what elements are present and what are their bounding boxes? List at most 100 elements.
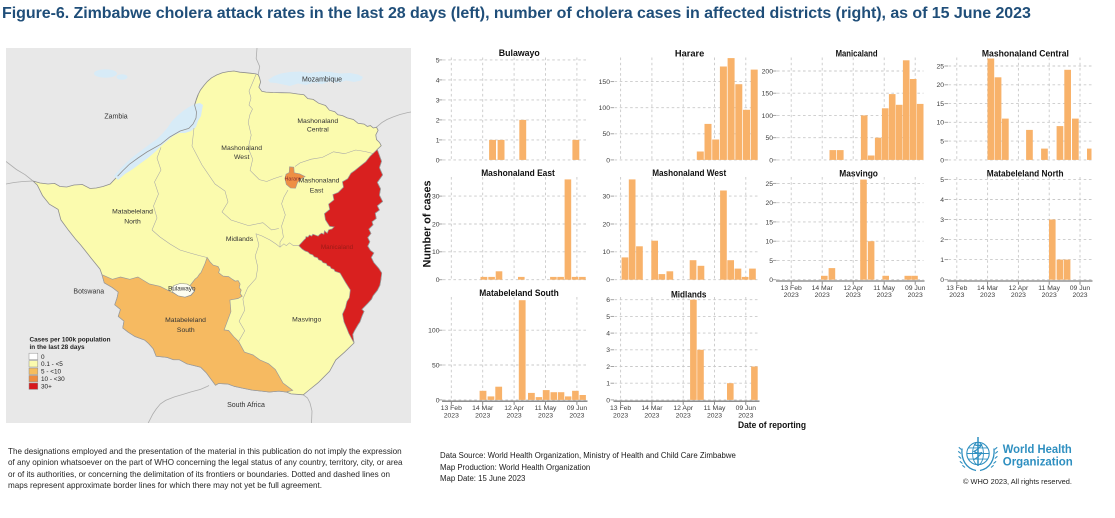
svg-text:Mashonaland East: Mashonaland East (481, 168, 555, 178)
svg-text:North: North (124, 218, 141, 225)
svg-text:2: 2 (940, 237, 944, 244)
svg-text:Masvingo: Masvingo (292, 316, 321, 323)
svg-text:10 - <30: 10 - <30 (41, 376, 65, 383)
svg-text:2023: 2023 (707, 412, 722, 419)
svg-text:2023: 2023 (846, 292, 861, 299)
svg-text:Bulawayo: Bulawayo (168, 286, 196, 293)
svg-text:200: 200 (762, 68, 774, 75)
svg-text:Mashonaland: Mashonaland (221, 145, 262, 152)
svg-text:3: 3 (436, 97, 440, 104)
svg-text:100: 100 (428, 328, 440, 335)
svg-text:50: 50 (765, 135, 773, 142)
svg-text:Harare: Harare (285, 176, 301, 182)
svg-text:20: 20 (936, 82, 944, 89)
svg-text:Organization: Organization (1003, 456, 1073, 469)
svg-text:0: 0 (606, 397, 610, 404)
svg-text:13 Feb: 13 Feb (946, 285, 967, 292)
svg-text:09 Jun: 09 Jun (567, 405, 588, 412)
svg-text:Masvingo: Masvingo (839, 169, 878, 179)
svg-text:10: 10 (602, 249, 610, 256)
svg-text:Zambia: Zambia (104, 114, 127, 121)
svg-text:World Health: World Health (1003, 443, 1072, 456)
svg-text:25: 25 (936, 63, 944, 70)
svg-text:0: 0 (41, 354, 45, 361)
svg-text:Bulawayo: Bulawayo (499, 48, 540, 58)
svg-text:Number of cases: Number of cases (422, 181, 434, 268)
svg-text:Mashonaland: Mashonaland (299, 178, 340, 185)
svg-text:1: 1 (436, 137, 440, 144)
svg-text:East: East (310, 187, 324, 194)
svg-text:1: 1 (940, 257, 944, 264)
svg-text:2023: 2023 (784, 292, 799, 299)
svg-text:10: 10 (432, 249, 440, 256)
svg-text:11 May: 11 May (535, 405, 557, 412)
svg-text:14 Mar: 14 Mar (641, 405, 663, 412)
svg-text:South: South (177, 327, 195, 334)
svg-text:0: 0 (436, 277, 440, 284)
svg-text:Date of reporting: Date of reporting (738, 420, 806, 431)
svg-text:2023: 2023 (444, 412, 459, 419)
svg-text:10: 10 (936, 120, 944, 127)
svg-text:0: 0 (940, 157, 944, 164)
svg-text:13 Feb: 13 Feb (610, 405, 631, 412)
svg-text:25: 25 (765, 181, 773, 188)
svg-text:5: 5 (436, 57, 440, 64)
svg-text:Mashonaland West: Mashonaland West (652, 168, 726, 178)
svg-text:12 Apr: 12 Apr (1009, 285, 1029, 292)
svg-text:2023: 2023 (738, 412, 753, 419)
svg-text:12 Apr: 12 Apr (843, 285, 863, 292)
svg-text:2023: 2023 (877, 292, 892, 299)
svg-text:09 Jun: 09 Jun (905, 285, 926, 292)
svg-text:5: 5 (940, 177, 944, 184)
svg-text:Matabeleland: Matabeleland (165, 317, 206, 324)
svg-text:1: 1 (606, 381, 610, 388)
svg-text:2023: 2023 (644, 412, 659, 419)
svg-text:2023: 2023 (475, 412, 490, 419)
svg-text:0.1 - <5: 0.1 - <5 (41, 361, 63, 368)
svg-text:2023: 2023 (507, 412, 522, 419)
svg-text:20: 20 (432, 221, 440, 228)
svg-text:20: 20 (602, 221, 610, 228)
svg-text:Midlands: Midlands (226, 236, 254, 243)
svg-text:Matabeleland South: Matabeleland South (479, 288, 559, 298)
svg-text:0: 0 (606, 157, 610, 164)
svg-text:09 Jun: 09 Jun (736, 405, 757, 412)
svg-text:11 May: 11 May (1038, 285, 1060, 292)
svg-text:3: 3 (940, 217, 944, 224)
svg-text:South Africa: South Africa (227, 402, 265, 409)
svg-text:30: 30 (602, 194, 610, 201)
svg-text:2023: 2023 (949, 292, 964, 299)
svg-text:0: 0 (606, 277, 610, 284)
svg-text:2023: 2023 (676, 412, 691, 419)
svg-text:50: 50 (432, 362, 440, 369)
svg-text:11 May: 11 May (704, 405, 726, 412)
svg-text:3: 3 (606, 347, 610, 354)
svg-text:2023: 2023 (1042, 292, 1057, 299)
svg-text:5: 5 (940, 139, 944, 146)
svg-text:5: 5 (769, 258, 773, 265)
svg-text:12 Apr: 12 Apr (673, 405, 693, 412)
svg-text:2023: 2023 (613, 412, 628, 419)
svg-text:2023: 2023 (980, 292, 995, 299)
svg-text:14 Mar: 14 Mar (812, 285, 834, 292)
svg-text:Mozambique: Mozambique (302, 77, 342, 84)
svg-text:4: 4 (940, 197, 944, 204)
svg-text:11 May: 11 May (873, 285, 895, 292)
svg-text:13 Feb: 13 Feb (441, 405, 462, 412)
svg-text:50: 50 (602, 131, 610, 138)
svg-text:2023: 2023 (815, 292, 830, 299)
svg-text:in the last 28 days: in the last 28 days (30, 344, 85, 351)
svg-text:Central: Central (307, 126, 329, 133)
svg-text:150: 150 (762, 91, 774, 98)
svg-text:Cases per 100k population: Cases per 100k population (30, 337, 111, 344)
svg-text:150: 150 (599, 79, 611, 86)
svg-text:2023: 2023 (569, 412, 584, 419)
svg-text:14 Mar: 14 Mar (472, 405, 494, 412)
svg-text:Botswana: Botswana (73, 289, 104, 296)
svg-text:Harare: Harare (675, 49, 705, 59)
svg-text:4: 4 (606, 331, 610, 338)
svg-text:Manicaland: Manicaland (836, 48, 878, 58)
svg-text:Midlands: Midlands (671, 290, 707, 300)
svg-text:Mashonaland: Mashonaland (297, 118, 338, 125)
svg-text:100: 100 (762, 113, 774, 120)
